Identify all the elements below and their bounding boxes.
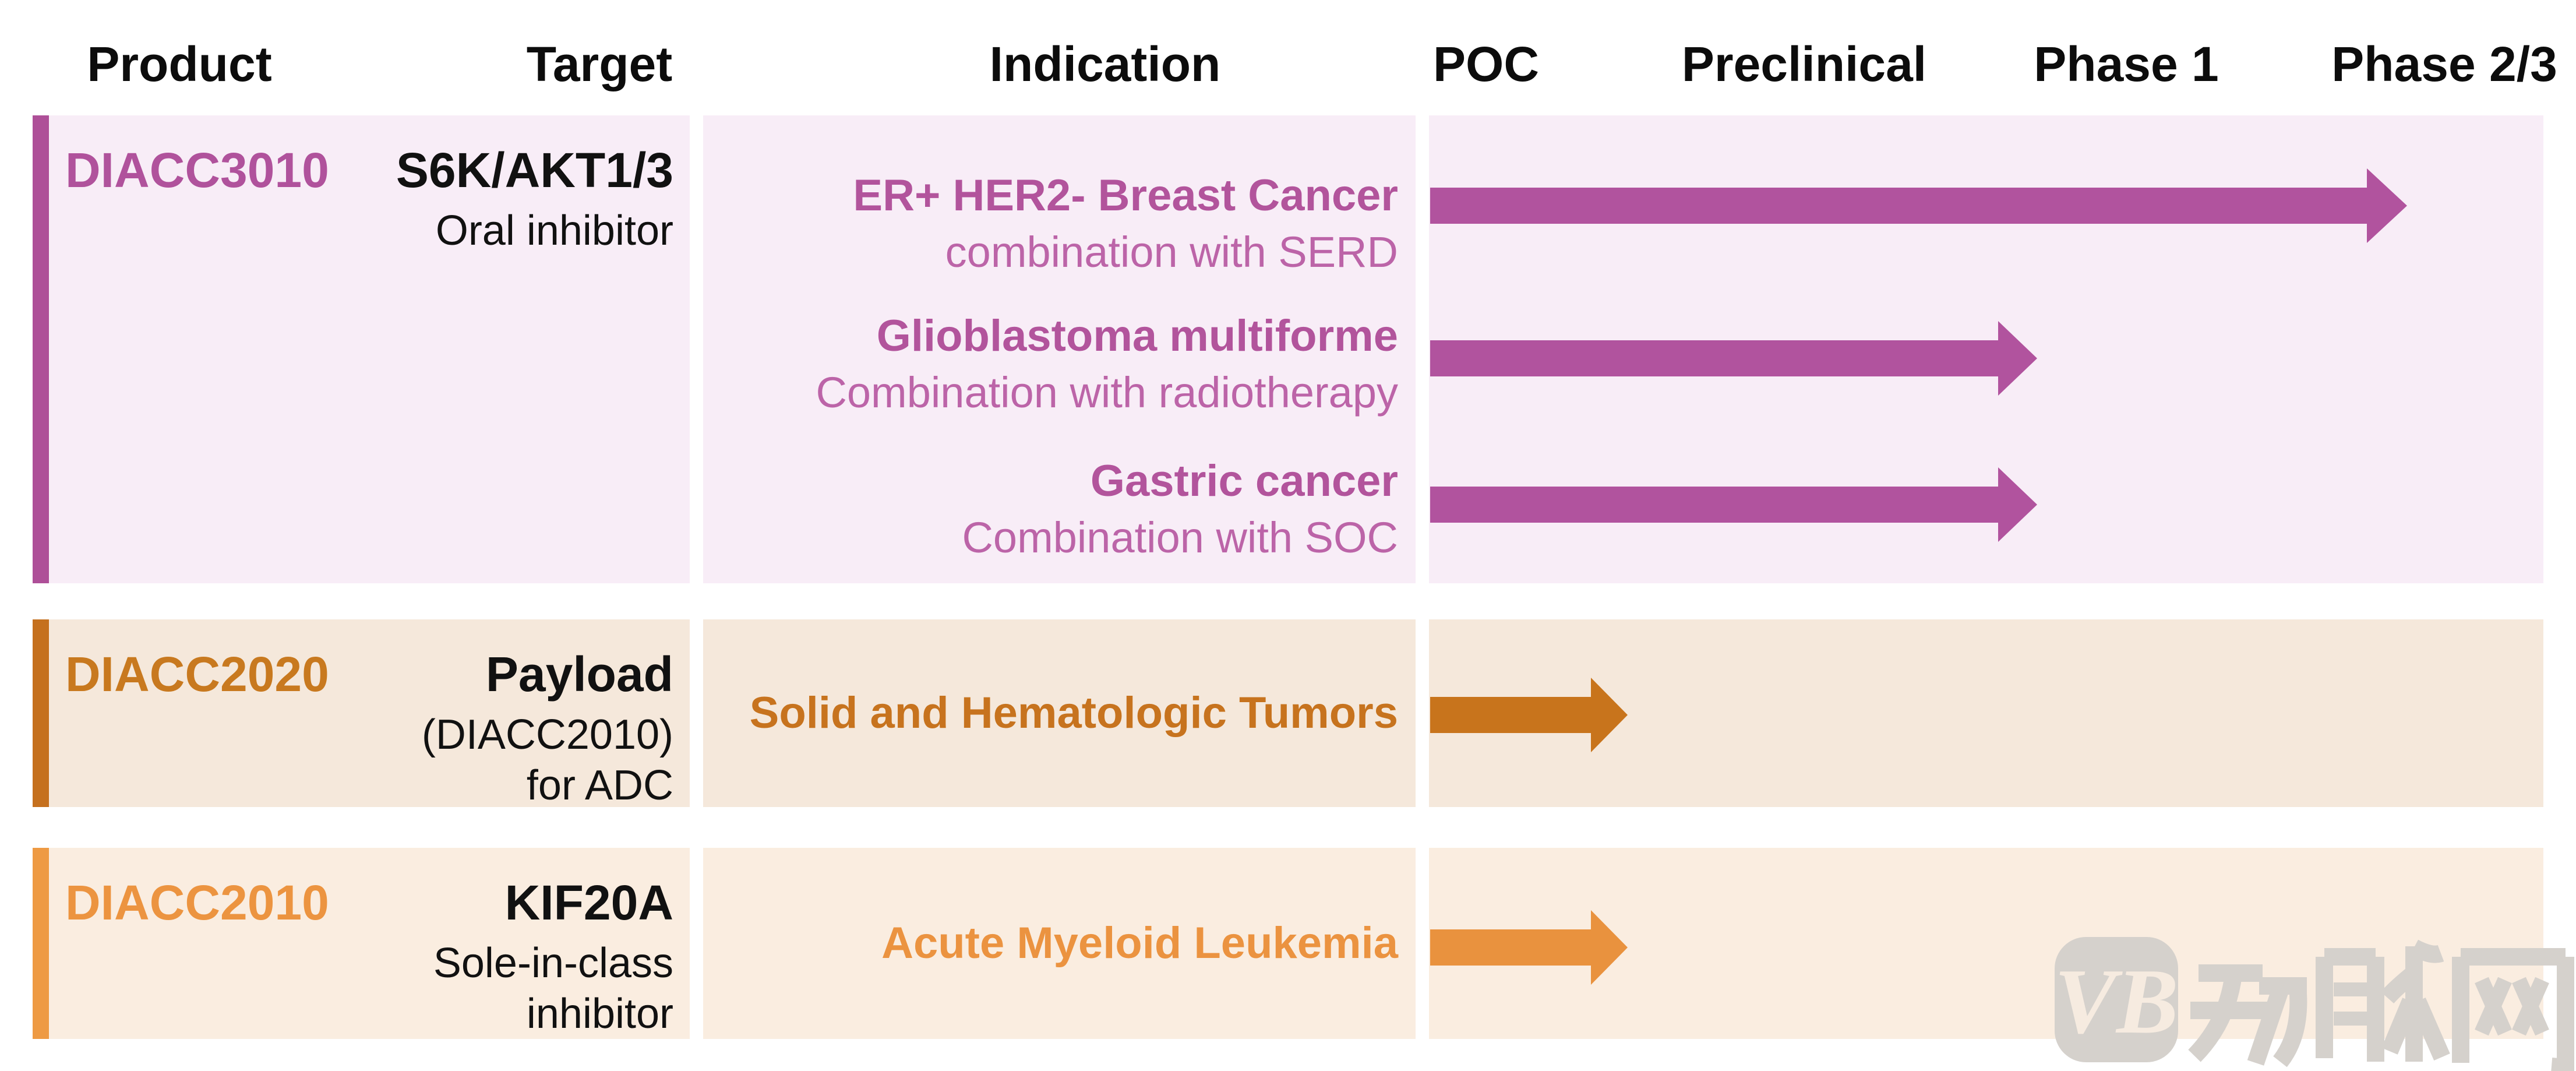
indication-title: Solid and Hematologic Tumors (749, 688, 1398, 738)
column-header-target: Target (526, 37, 673, 91)
pipeline-row-diacc3010: DIACC3010 S6K/AKT1/3 Oral inhibitor ER+ … (0, 115, 2576, 583)
phase-progress-cell (1429, 848, 2543, 1039)
product-name: DIACC3010 (65, 143, 329, 198)
phase-progress-cell (1429, 115, 2543, 583)
indication-subtitle: Combination with SOC (962, 513, 1398, 562)
target-main: S6K/AKT1/3 (396, 143, 673, 198)
indication-entry: ER+ HER2- Breast Cancer combination with… (853, 171, 1398, 277)
column-header-poc: POC (1432, 37, 1540, 91)
indication-subtitle: combination with SERD (945, 228, 1398, 277)
watermark-char-mai (2316, 939, 2450, 1062)
dongmai-watermark: VB (2054, 937, 2574, 1071)
indication-cell: Acute Myeloid Leukemia (703, 848, 1416, 1039)
indication-cell: Solid and Hematologic Tumors (703, 619, 1416, 807)
progress-arrow-body (1430, 697, 1591, 733)
progress-arrow-body (1430, 340, 1998, 376)
progress-arrow-head (1998, 467, 2037, 542)
progress-arrow-body (1430, 188, 2367, 224)
vb-logo-icon (2055, 937, 2178, 1062)
product-target-cell: DIACC3010 S6K/AKT1/3 Oral inhibitor (33, 115, 690, 583)
progress-arrow-head (1998, 321, 2037, 396)
phase-progress-cell (1429, 619, 2543, 807)
indication-title: Acute Myeloid Leukemia (881, 918, 1398, 968)
product-target-cell: DIACC2010 KIF20A Sole-in-class inhibitor (33, 848, 690, 1039)
indication-entry: Glioblastoma multiforme Combination with… (816, 311, 1398, 417)
pipeline-row-diacc2020: DIACC2020 Payload (DIACC2010) for ADC So… (0, 619, 2576, 809)
target-cell: Payload (DIACC2010) for ADC (422, 645, 673, 811)
indication-entry: Solid and Hematologic Tumors (750, 688, 1398, 738)
watermark-char-wang (2452, 948, 2574, 1071)
indication-title: Gastric cancer (1090, 456, 1398, 506)
progress-arrow-body (1430, 929, 1591, 966)
row-accent-strip (33, 848, 49, 1039)
column-header-indication: Indication (989, 37, 1221, 91)
row-accent-strip (33, 115, 49, 583)
progress-arrow-body (1430, 487, 1998, 523)
target-sub: for ADC (526, 762, 673, 809)
indication-cell: ER+ HER2- Breast Cancer combination with… (703, 115, 1416, 583)
indication-subtitle: Combination with radiotherapy (816, 368, 1398, 417)
indication-title: Glioblastoma multiforme (876, 311, 1398, 361)
column-header-phase1: Phase 1 (2034, 37, 2219, 91)
watermark-char-dong (2188, 964, 2307, 1068)
target-sub: (DIACC2010) (421, 711, 673, 758)
target-cell: S6K/AKT1/3 Oral inhibitor (396, 141, 673, 256)
target-main: Payload (485, 647, 673, 702)
column-header-phase23: Phase 2/3 (2331, 37, 2557, 91)
product-target-cell: DIACC2020 Payload (DIACC2010) for ADC (33, 619, 690, 809)
progress-arrow-head (1591, 678, 1628, 752)
target-sub: Sole-in-class (433, 939, 673, 987)
column-header-preclinical: Preclinical (1681, 37, 1927, 91)
progress-arrow-head (1591, 910, 1628, 985)
pipeline-row-diacc2010: DIACC2010 KIF20A Sole-in-class inhibitor… (0, 848, 2576, 1039)
target-sub: Oral inhibitor (435, 207, 673, 254)
product-name: DIACC2020 (65, 647, 329, 702)
target-sub: inhibitor (526, 990, 673, 1037)
target-main: KIF20A (504, 875, 673, 930)
indication-title: ER+ HER2- Breast Cancer (853, 171, 1398, 220)
indication-entry: Acute Myeloid Leukemia (881, 918, 1398, 968)
indication-entry: Gastric cancer Combination with SOC (962, 456, 1398, 562)
column-header-product: Product (87, 37, 272, 91)
progress-arrow-head (2367, 168, 2407, 243)
row-accent-strip (33, 619, 49, 807)
target-cell: KIF20A Sole-in-class inhibitor (433, 873, 673, 1040)
vb-logo-letters: VB (2054, 949, 2178, 1053)
product-name: DIACC2010 (65, 875, 329, 930)
